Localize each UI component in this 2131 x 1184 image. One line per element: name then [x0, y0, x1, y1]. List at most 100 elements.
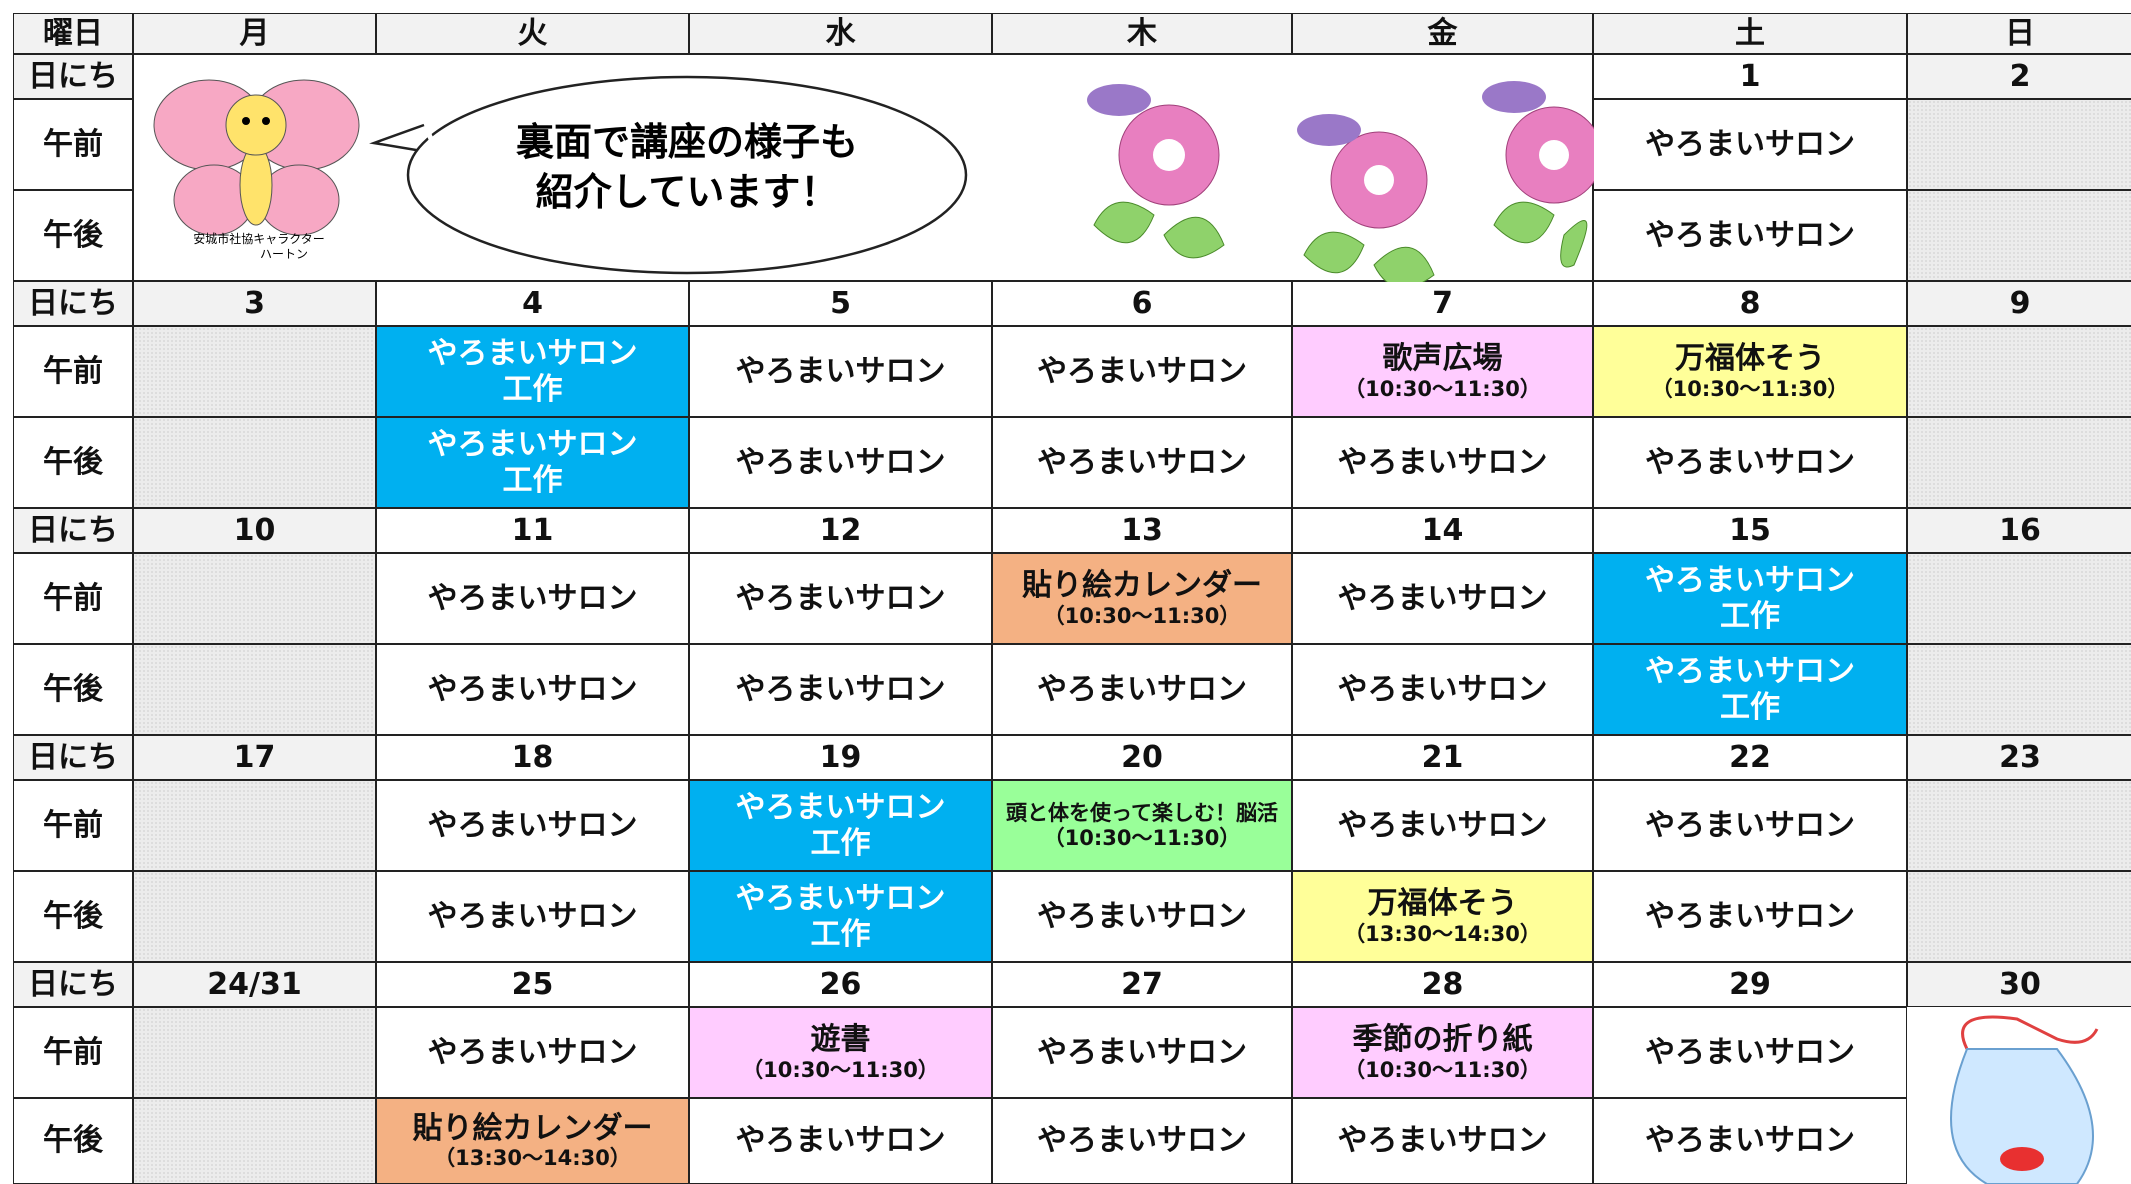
event-text: やろまいサロン [1337, 807, 1548, 843]
event-text: やろまいサロン [735, 1123, 946, 1159]
event-text: やろまいサロン [735, 444, 946, 480]
event-cell: やろまいサロン [992, 1098, 1292, 1184]
date: 8 [1739, 285, 1761, 321]
event-cell: やろまいサロン [1292, 644, 1593, 735]
date: 20 [1121, 739, 1163, 775]
row-label-cell: 日にち [13, 281, 133, 326]
event-cell [1907, 190, 2131, 281]
date-cell: 21 [1292, 735, 1593, 780]
event-cell: やろまいサロン [1593, 417, 1907, 508]
event-cell: 歌声広場 （10:30〜11:30） [1292, 326, 1593, 417]
row-label-cell: 午前 [13, 326, 133, 417]
date-cell: 16 [1907, 508, 2131, 553]
event-cell: やろまいサロン [376, 871, 689, 962]
date: 22 [1729, 739, 1771, 775]
event-text: やろまいサロン [1037, 1123, 1247, 1159]
event-cell [1907, 99, 2131, 190]
goldfish-art [1950, 1015, 2099, 1184]
event-cell [1907, 644, 2131, 735]
event-text: やろまいサロン [427, 1034, 638, 1070]
event-text: やろまいサロン [735, 353, 946, 389]
caption: 安城市社協キャラクター [193, 231, 325, 246]
event-cell [133, 871, 376, 962]
event-cell: やろまいサロン [376, 780, 689, 871]
banner: 安城市社協キャラクター ハートン 裏面で講座の様子も 紹介しています！ [133, 54, 1594, 282]
date-cell: 14 [1292, 508, 1593, 553]
butterfly [153, 79, 360, 236]
flowers [1087, 81, 1594, 282]
date-cell: 12 [689, 508, 992, 553]
event-cell [1907, 417, 2131, 508]
date: 14 [1421, 512, 1464, 548]
event-text: 万福体そう [1367, 886, 1518, 922]
event-cell [133, 780, 376, 871]
date: 23 [1999, 739, 2041, 775]
event-text: やろまいサロン [1037, 444, 1247, 480]
event-cell: やろまいサロン [689, 644, 992, 735]
event-text: 万福体そう [1675, 341, 1825, 377]
event-cell: やろまいサロン [376, 553, 689, 644]
row-label: 午後 [43, 217, 103, 253]
event-text: やろまいサロン [735, 580, 946, 616]
event-text: やろまいサロン [735, 881, 946, 917]
event-text: やろまいサロン [1645, 1123, 1855, 1159]
date-cell: 8 [1593, 281, 1907, 326]
event-text: やろまいサロン [1337, 1123, 1548, 1159]
event-cell: 貼り絵カレンダー （10:30〜11:30） [992, 553, 1292, 644]
event-text: やろまいサロン [1645, 126, 1855, 162]
day-header: 火 [376, 13, 689, 54]
event-cell: やろまいサロン [1292, 780, 1593, 871]
day-label: 日 [2005, 15, 2035, 51]
event-cell: やろまいサロン [992, 417, 1292, 508]
event-text: 貼り絵カレンダー [1022, 568, 1262, 604]
date: 7 [1432, 285, 1453, 321]
row-label: 日にち [28, 966, 118, 1002]
event-text: 季節の折り紙 [1352, 1022, 1533, 1058]
event-cell [1907, 326, 2131, 417]
event-cell: 万福体そう （10:30〜11:30） [1593, 326, 1907, 417]
event-text: （13:30〜14:30） [434, 1146, 631, 1171]
event-cell [133, 644, 376, 735]
date-cell: 22 [1593, 735, 1907, 780]
row-label: 午前 [43, 580, 103, 616]
day-header: 木 [992, 13, 1292, 54]
date-cell: 23 [1907, 735, 2131, 780]
event-text: やろまいサロン [1645, 217, 1855, 253]
event-text: やろまいサロン [1037, 898, 1247, 934]
event-cell: 貼り絵カレンダー （13:30〜14:30） [376, 1098, 689, 1184]
date: 10 [233, 512, 276, 548]
event-cell: やろまいサロン [992, 871, 1292, 962]
date-cell: 27 [992, 962, 1292, 1007]
row-label: 日にち [28, 285, 118, 321]
row-label: 午前 [43, 1034, 103, 1070]
event-cell: やろまいサロン [689, 553, 992, 644]
event-cell: やろまいサロン 工作 [376, 326, 689, 417]
row-label-cell: 午後 [13, 871, 133, 962]
date-cell: 6 [992, 281, 1292, 326]
date-cell: 3 [133, 281, 376, 326]
event-cell: やろまいサロン 工作 [376, 417, 689, 508]
date: 11 [511, 512, 554, 548]
date: 28 [1421, 966, 1464, 1002]
date-cell: 4 [376, 281, 689, 326]
row-label: 日にち [28, 58, 118, 94]
event-cell: やろまいサロン [689, 1098, 992, 1184]
event-text: （10:30〜11:30） [1043, 825, 1241, 850]
event-text: 工作 [810, 825, 871, 861]
date-cell: 19 [689, 735, 992, 780]
event-text: やろまいサロン [1037, 671, 1247, 707]
event-cell: 遊書 （10:30〜11:30） [689, 1007, 992, 1098]
date-cell: 10 [133, 508, 376, 553]
event-cell [133, 553, 376, 644]
event-cell: やろまいサロン [689, 326, 992, 417]
event-text: やろまいサロン [735, 671, 946, 707]
goldfish-cell [1907, 1009, 2131, 1184]
date: 1 [1739, 58, 1761, 94]
day-header: 月 [133, 13, 376, 54]
event-text: 工作 [502, 371, 563, 407]
date: 2 [2009, 58, 2031, 94]
corner-label: 曜日 [43, 15, 103, 51]
event-cell: やろまいサロン 工作 [1593, 644, 1907, 735]
date-cell: 25 [376, 962, 689, 1007]
event-cell: やろまいサロン [1593, 1007, 1907, 1098]
